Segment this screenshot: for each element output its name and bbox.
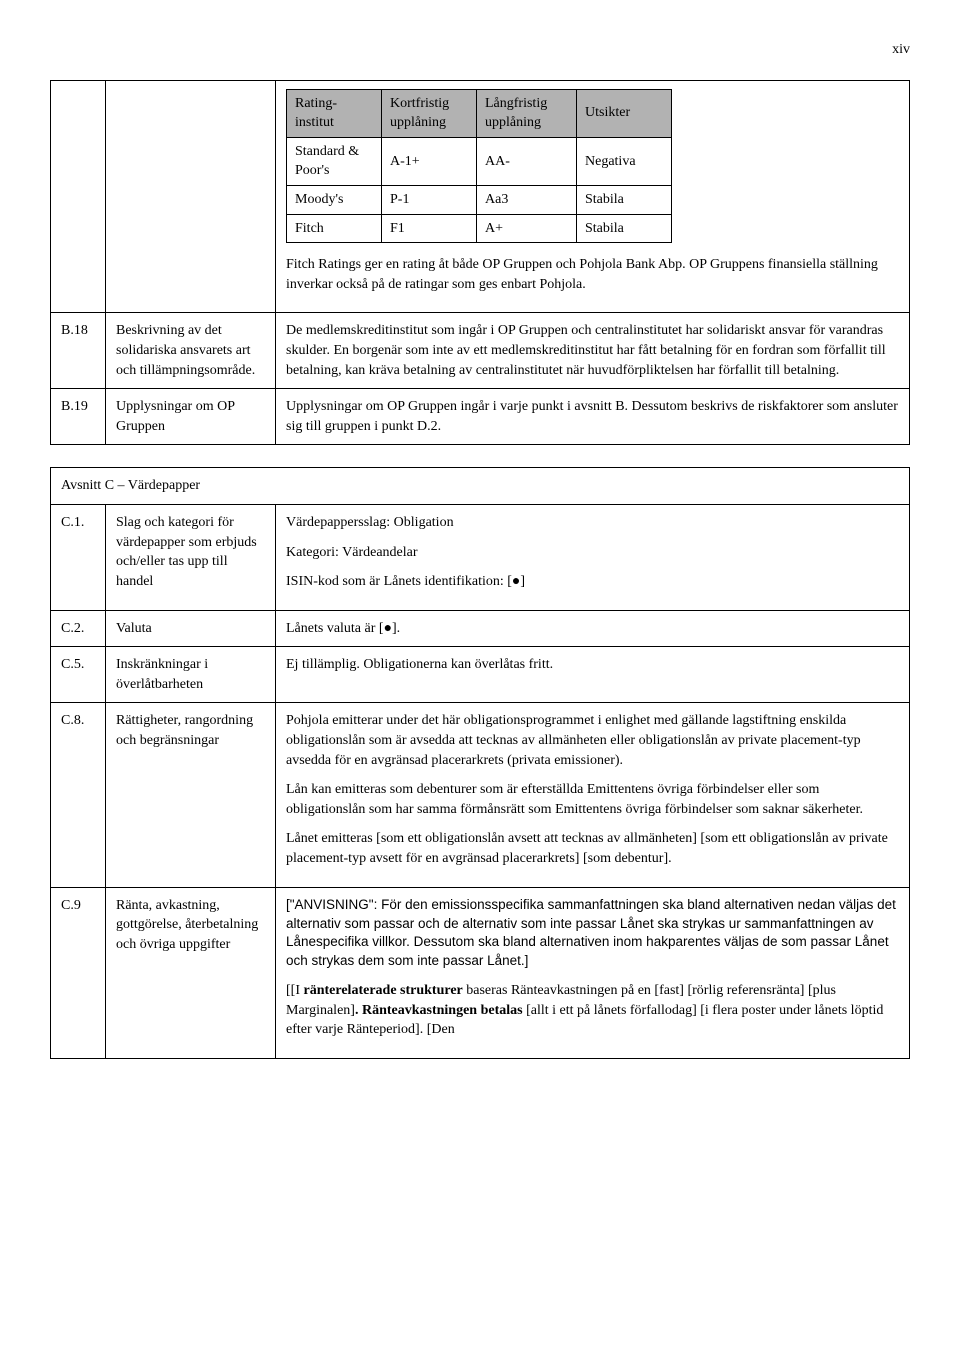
section-c-title: Avsnitt C – Värdepapper — [51, 468, 910, 505]
ratings-cell: Stabila — [577, 214, 672, 243]
ratings-cell: A-1+ — [382, 137, 477, 185]
row-label: Inskränkningar i överlåtbarheten — [106, 647, 276, 703]
row-label: Ränta, avkastning, gottgörelse, återbeta… — [106, 887, 276, 1058]
table-b-section: Rating-institut Kortfristig upplåning Lå… — [50, 80, 910, 446]
c9-p2-bold: . Ränteavkastningen betalas — [355, 1003, 526, 1018]
row-code: C.2. — [51, 610, 106, 647]
c8-para: Lån kan emitteras som debenturer som är … — [286, 780, 899, 819]
row-label: Beskrivning av det solidariska ansvarets… — [106, 313, 276, 389]
ratings-header: Långfristig upplåning — [477, 89, 577, 137]
ratings-cell: Standard & Poor's — [287, 137, 382, 185]
ratings-cell: P-1 — [382, 185, 477, 214]
c8-para: Pohjola emitterar under det här obligati… — [286, 711, 899, 770]
c9-p2-text: [[I — [286, 983, 304, 998]
ratings-cell: Stabila — [577, 185, 672, 214]
row-text: Upplysningar om OP Gruppen ingår i varje… — [276, 389, 910, 445]
row-text: De medlemskreditinstitut som ingår i OP … — [276, 313, 910, 389]
row-text: Lånets valuta är [●]. — [276, 610, 910, 647]
row-text: Ej tillämplig. Obligationerna kan överlå… — [276, 647, 910, 703]
row-code: C.5. — [51, 647, 106, 703]
empty-label — [106, 80, 276, 313]
c1-line: Värdepappersslag: Obligation — [286, 513, 899, 533]
row-code: B.19 — [51, 389, 106, 445]
table-c-section: Avsnitt C – Värdepapper C.1. Slag och ka… — [50, 467, 910, 1059]
empty-code — [51, 80, 106, 313]
ratings-cell: Fitch — [287, 214, 382, 243]
ratings-header: Kortfristig upplåning — [382, 89, 477, 137]
c8-para: Lånet emitteras [som ett obligationslån … — [286, 829, 899, 868]
c9-p2-bold: ränterelaterade strukturer — [304, 983, 463, 998]
ratings-paragraph: Fitch Ratings ger en rating åt både OP G… — [286, 255, 899, 294]
ratings-cell: F1 — [382, 214, 477, 243]
row-code: C.9 — [51, 887, 106, 1058]
ratings-cell: AA- — [477, 137, 577, 185]
ratings-header: Rating-institut — [287, 89, 382, 137]
c9-para1: ["ANVISNING": För den emissionsspecifika… — [286, 896, 899, 972]
page-number: xiv — [50, 40, 910, 60]
ratings-cell: A+ — [477, 214, 577, 243]
row-label: Valuta — [106, 610, 276, 647]
row-label: Upplysningar om OP Gruppen — [106, 389, 276, 445]
row-text: Pohjola emitterar under det här obligati… — [276, 703, 910, 887]
row-code: C.8. — [51, 703, 106, 887]
c1-line: Kategori: Värdeandelar — [286, 543, 899, 563]
row-code: C.1. — [51, 504, 106, 610]
c9-para2: [[I ränterelaterade strukturer baseras R… — [286, 981, 899, 1040]
row-text: Värdepappersslag: Obligation Kategori: V… — [276, 504, 910, 610]
ratings-cell: Aa3 — [477, 185, 577, 214]
ratings-cell: Moody's — [287, 185, 382, 214]
row-code: B.18 — [51, 313, 106, 389]
row-text: ["ANVISNING": För den emissionsspecifika… — [276, 887, 910, 1058]
ratings-table: Rating-institut Kortfristig upplåning Lå… — [286, 89, 672, 244]
ratings-cell: Rating-institut Kortfristig upplåning Lå… — [276, 80, 910, 313]
row-label: Slag och kategori för värdepapper som er… — [106, 504, 276, 610]
row-label: Rättigheter, rangordning och begränsning… — [106, 703, 276, 887]
ratings-header: Utsikter — [577, 89, 672, 137]
ratings-cell: Negativa — [577, 137, 672, 185]
c1-line: ISIN-kod som är Lånets identifikation: [… — [286, 572, 899, 592]
